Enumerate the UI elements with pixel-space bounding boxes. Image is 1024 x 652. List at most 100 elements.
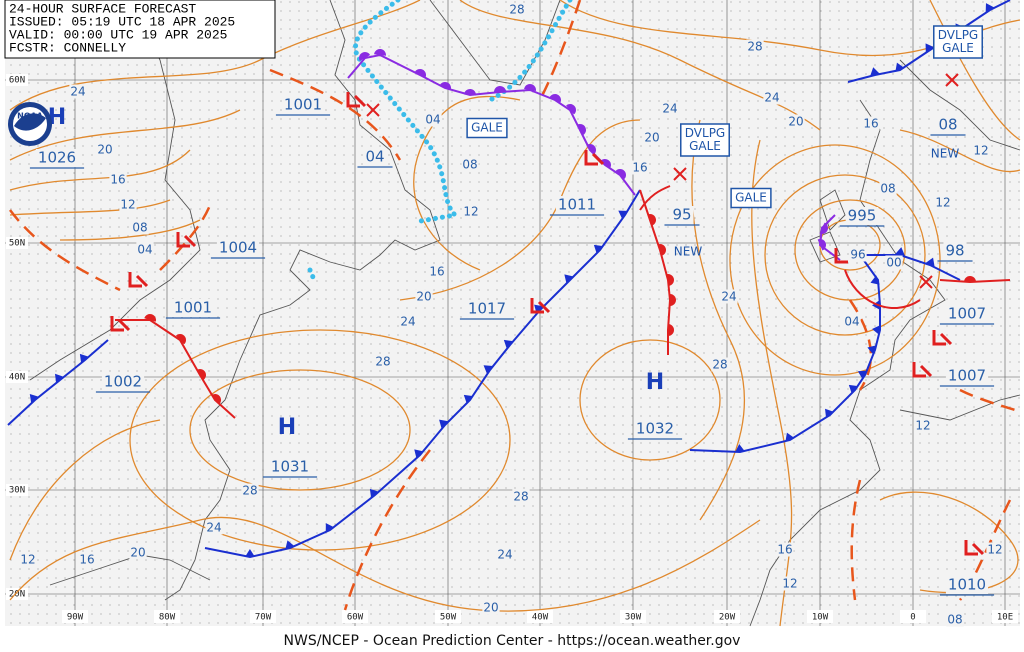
- isobar-label: 12: [463, 205, 478, 219]
- isobar-label: 24: [206, 521, 221, 535]
- warning-frame: [730, 187, 772, 209]
- pressure-label: 1011: [558, 196, 596, 214]
- warning-text: GALE: [942, 41, 974, 55]
- pressure-label: 1031: [271, 458, 309, 476]
- isobar-label-bg: [461, 157, 479, 172]
- isobar-label-bg: [661, 101, 679, 116]
- pressure-label: 1010: [948, 576, 986, 594]
- isobar-label: 20: [644, 131, 659, 145]
- isobar-label-bg: [424, 112, 442, 127]
- pressure-label-bg: [945, 576, 989, 594]
- isobar-label-bg: [109, 172, 127, 187]
- lon-label-box: [154, 610, 180, 623]
- isobar-label: 08: [462, 158, 477, 172]
- isobar-label: 16: [79, 553, 94, 567]
- pressure-label: 1032: [636, 420, 674, 438]
- lat-label-box: [6, 371, 28, 383]
- warning-frame: [466, 117, 508, 139]
- isobar-label-bg: [96, 142, 114, 157]
- isobar-label: 12: [782, 577, 797, 591]
- lon-label-box: [900, 610, 926, 623]
- lat-label-box: [6, 74, 28, 86]
- isobar-label: 16: [863, 117, 878, 131]
- lon-label-box: [250, 610, 276, 623]
- isobar-label: 24: [400, 315, 415, 329]
- pressure-label: 1007: [948, 367, 986, 385]
- header-line: VALID: 00:00 UTC 19 APR 2025: [9, 27, 227, 42]
- isobar-label: 28: [509, 3, 524, 17]
- isobar-label-bg: [462, 204, 480, 219]
- isobar-label: 04: [425, 113, 440, 127]
- isobar-label: 24: [662, 102, 677, 116]
- isobar-label-bg: [129, 545, 147, 560]
- lat-label: 40N: [9, 373, 25, 383]
- isobar-label: 12: [987, 543, 1002, 557]
- isobar-label-bg: [972, 143, 990, 158]
- isobar-label: 12: [973, 144, 988, 158]
- warning-box: GALE: [730, 187, 772, 209]
- lat-label: 30N: [9, 486, 25, 496]
- footer: NWS/NCEP - Ocean Prediction Center - htt…: [284, 633, 741, 649]
- pressure-label: 995: [848, 207, 877, 225]
- pressure-label: 1002: [104, 373, 142, 391]
- isobar-label-bg: [843, 314, 861, 329]
- pressure-label-bg: [363, 148, 387, 166]
- header-line: 24-HOUR SURFACE FORECAST: [9, 1, 196, 16]
- pressure-label-bg: [945, 305, 989, 323]
- pressure-label-bg: [171, 299, 215, 317]
- lon-label: 10W: [812, 613, 829, 623]
- map-dots: [5, 0, 1020, 626]
- pressure-label: 1017: [468, 300, 506, 318]
- isobar-label: 16: [110, 173, 125, 187]
- isobar-label: 12: [935, 196, 950, 210]
- pressure-label-bg: [555, 196, 599, 214]
- pressure-label: 1007: [948, 305, 986, 323]
- isobar-label-bg: [862, 116, 880, 131]
- lat-label: 60N: [9, 76, 25, 86]
- lon-label-box: [62, 610, 88, 623]
- lon-label-box: [435, 610, 461, 623]
- isobar-label-bg: [69, 84, 87, 99]
- warning-box: GALE: [466, 117, 508, 139]
- lon-label: 20W: [719, 613, 736, 623]
- high-symbol: H: [646, 370, 664, 395]
- pressure-label: 08: [938, 116, 957, 134]
- isobar-label-bg: [496, 547, 514, 562]
- isobar-label-bg: [508, 2, 526, 17]
- pressure-label-bg: [216, 239, 260, 257]
- isobar-label-bg: [482, 600, 500, 615]
- lon-label: 60W: [347, 613, 364, 623]
- lon-label: 40W: [532, 613, 549, 623]
- isobar-label: 16: [777, 543, 792, 557]
- pressure-label-bg: [35, 149, 79, 167]
- header-line: FCSTR: CONNELLY: [9, 40, 126, 55]
- isobar-label-bg: [119, 197, 137, 212]
- isobar-label-bg: [399, 314, 417, 329]
- isobar-label-bg: [241, 483, 259, 498]
- isobar-label: 04: [844, 315, 859, 329]
- warning-text: GALE: [471, 121, 503, 135]
- isobar-label-bg: [428, 264, 446, 279]
- isobar-label-bg: [720, 289, 738, 304]
- isobar-label-bg: [746, 39, 764, 54]
- isobar-label: 12: [20, 553, 35, 567]
- pressure-label-bg: [936, 116, 960, 134]
- pressure-label-bg: [845, 207, 879, 225]
- warning-text: DVLPG: [685, 126, 725, 140]
- pressure-label-bg: [268, 458, 312, 476]
- lon-label-box: [807, 610, 833, 623]
- status-label: NEW: [931, 147, 960, 161]
- lon-label-box: [342, 610, 368, 623]
- lat-label-box: [6, 484, 28, 496]
- isobar-label: 28: [513, 490, 528, 504]
- pressure-label-bg: [670, 206, 694, 224]
- pressure-label: 95: [672, 206, 691, 224]
- isobar-label-bg: [78, 552, 96, 567]
- isobar-label: 16: [632, 161, 647, 175]
- isobar-label: 24: [497, 548, 512, 562]
- lon-label: 90W: [67, 613, 84, 623]
- isobar-label-bg: [512, 489, 530, 504]
